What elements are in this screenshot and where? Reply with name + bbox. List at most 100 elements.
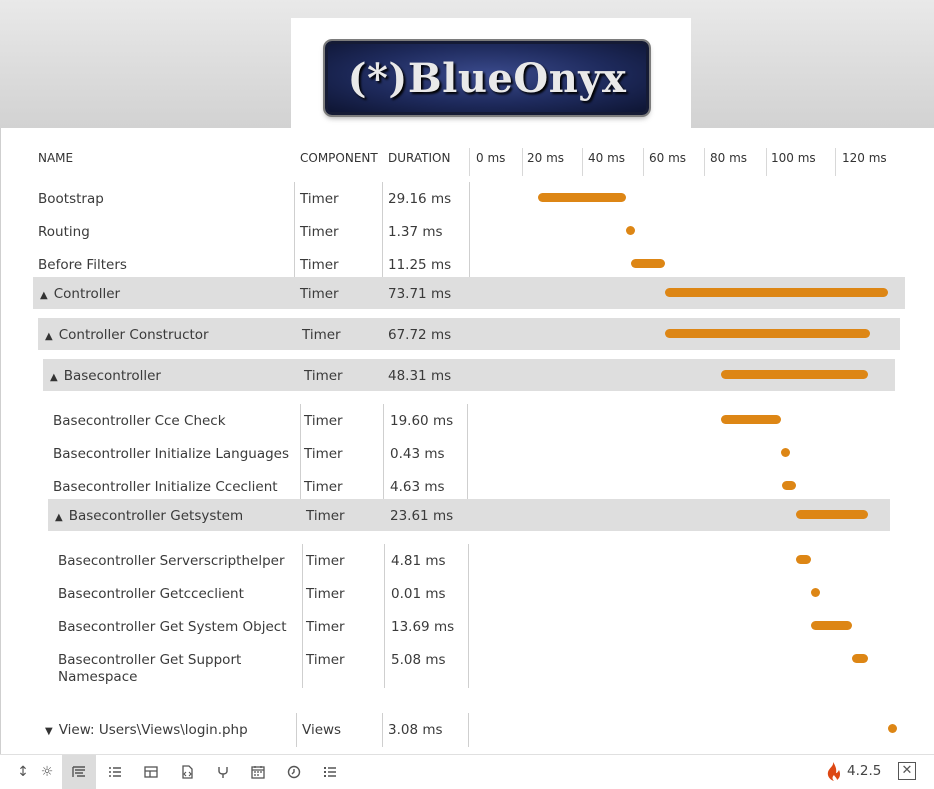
column-separator [302, 643, 303, 688]
column-separator [468, 713, 469, 747]
version-label: 4.2.5 [847, 763, 882, 779]
files-icon[interactable] [170, 755, 204, 789]
history-icon[interactable] [277, 755, 311, 789]
timeline-tick-label: 20 ms [527, 151, 565, 165]
column-separator [384, 610, 385, 643]
collapse-icon[interactable]: ▲ [50, 372, 58, 383]
resize-icon[interactable]: ↕ [17, 764, 29, 780]
timeline-bar [782, 481, 797, 490]
timer-name: Bootstrap [38, 191, 104, 207]
timer-name-label: Basecontroller Getcceclient [58, 586, 244, 602]
logs-icon[interactable] [313, 755, 347, 789]
timer-duration: 4.81 ms [391, 553, 446, 569]
timer-component: Timer [300, 191, 339, 207]
timer-name-label: Basecontroller [63, 368, 161, 384]
timer-name[interactable]: ▲ Controller Constructor [45, 327, 209, 343]
layout-icon[interactable] [134, 755, 168, 789]
calendar-icon[interactable] [241, 755, 275, 789]
column-header-component: COMPONENT [300, 151, 378, 165]
timer-duration: 48.31 ms [388, 368, 452, 384]
column-header-name: NAME [38, 151, 74, 165]
timer-duration: 19.60 ms [390, 413, 454, 429]
timer-name-label: Before Filters [38, 257, 127, 273]
column-header-duration: DURATION [388, 151, 451, 165]
collapse-icon[interactable]: ▲ [45, 331, 53, 342]
timeline-icon[interactable] [62, 755, 96, 789]
timer-name[interactable]: ▼ View: Users\Views\login.php [45, 722, 248, 738]
timer-name: Basecontroller Initialize Languages [53, 446, 289, 462]
timer-name[interactable]: ▲ Basecontroller [50, 368, 161, 384]
column-separator [467, 437, 468, 470]
column-separator [468, 643, 469, 688]
debug-toolbar: ↕ ☼ 4.2.5 ✕ [0, 754, 934, 789]
timeline-tick-line [522, 148, 523, 176]
column-separator [382, 248, 383, 277]
timeline-tick-label: 100 ms [771, 151, 816, 165]
column-separator [469, 182, 470, 215]
routes-icon[interactable] [206, 755, 240, 789]
timer-component: Timer [306, 553, 345, 569]
timer-name[interactable]: ▲ Basecontroller Getsystem [55, 508, 243, 524]
database-list-icon[interactable] [98, 755, 132, 789]
timeline-bar [888, 724, 898, 733]
timer-name: Before Filters [38, 257, 127, 273]
expand-icon[interactable]: ▼ [45, 726, 53, 737]
timer-name-label: Basecontroller Cce Check [53, 413, 226, 429]
column-separator [384, 544, 385, 577]
timer-component: Timer [306, 508, 345, 524]
timeline-tick-line [643, 148, 644, 176]
collapse-icon[interactable]: ▲ [40, 290, 48, 301]
timer-component: Views [302, 722, 342, 738]
group-row-background [48, 499, 890, 531]
column-separator [382, 182, 383, 215]
timer-name-label: Basecontroller Get Support Namespace [58, 652, 242, 685]
timeline-bar [810, 588, 820, 597]
timeline-bar [852, 654, 868, 663]
timer-name-label: Basecontroller Get System Object [58, 619, 287, 635]
column-separator [296, 713, 297, 747]
timer-name-label: Controller [53, 286, 121, 302]
column-separator [294, 248, 295, 277]
timer-component: Timer [300, 257, 339, 273]
column-separator [469, 215, 470, 248]
timer-name-label: Basecontroller Getsystem [68, 508, 244, 524]
column-separator [468, 577, 469, 610]
timer-name[interactable]: ▲ Controller [40, 286, 120, 302]
collapse-icon[interactable]: ▲ [55, 512, 63, 523]
timer-component: Timer [306, 619, 345, 635]
timer-duration: 23.61 ms [390, 508, 454, 524]
timeline-tick-line [469, 148, 470, 176]
column-separator [469, 248, 470, 277]
timeline-bar [537, 193, 627, 202]
timer-duration: 67.72 ms [388, 327, 452, 343]
column-separator [383, 404, 384, 437]
timeline-bar [780, 448, 790, 457]
timeline-tick-line [704, 148, 705, 176]
timer-name-label: Bootstrap [38, 191, 104, 207]
timeline-bar [626, 226, 636, 235]
timer-component: Timer [304, 413, 343, 429]
column-separator [300, 437, 301, 470]
timeline-bar [796, 555, 811, 564]
logo-panel: (*)BlueOnyx [291, 18, 691, 128]
close-toolbar-button[interactable]: ✕ [898, 762, 916, 780]
settings-icon[interactable]: ☼ [40, 764, 54, 780]
timeline-bar [796, 510, 868, 519]
codeigniter-flame-icon [823, 761, 843, 787]
column-separator [468, 610, 469, 643]
column-separator [383, 470, 384, 499]
timer-duration: 0.43 ms [390, 446, 445, 462]
column-separator [302, 577, 303, 610]
timeline-bar [664, 329, 870, 338]
timer-component: Timer [304, 479, 343, 495]
column-separator [468, 544, 469, 577]
timer-component: Timer [306, 586, 345, 602]
timer-component: Timer [300, 286, 339, 302]
column-separator [300, 470, 301, 499]
column-separator [467, 404, 468, 437]
timer-duration: 1.37 ms [388, 224, 443, 240]
timeline-tick-label: 80 ms [710, 151, 748, 165]
timer-component: Timer [302, 327, 341, 343]
timeline-tick-label: 40 ms [588, 151, 626, 165]
timer-name: Basecontroller Get System Object [58, 619, 287, 635]
